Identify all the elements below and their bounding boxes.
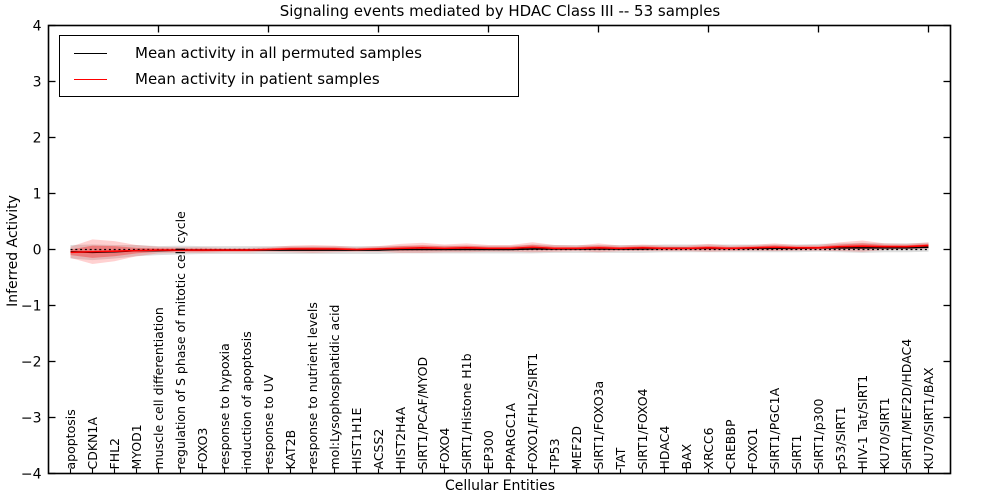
legend: Mean activity in all permuted samples Me…	[59, 35, 519, 97]
x-category-label: HIST2H4A	[393, 407, 408, 470]
y-tick-label: 1	[33, 187, 42, 203]
x-category-label: FOXO3	[195, 428, 210, 470]
x-category-label: SIRT1/p300	[811, 398, 826, 469]
x-category-label: SIRT1/MEF2D/HDAC4	[899, 339, 914, 470]
x-category-label: response to hypoxia	[217, 343, 232, 469]
x-category-label: MEF2D	[569, 426, 584, 469]
x-category-label: response to UV	[261, 374, 276, 469]
x-category-label: p53/SIRT1	[833, 406, 848, 469]
legend-label-patient: Mean activity in patient samples	[135, 70, 380, 88]
legend-item-permuted: Mean activity in all permuted samples	[68, 40, 510, 66]
x-category-label: EP300	[481, 430, 496, 469]
x-category-label: BAX	[679, 443, 694, 469]
legend-label-permuted: Mean activity in all permuted samples	[135, 44, 422, 62]
patient-mean-line	[70, 244, 929, 254]
x-category-label: KAT2B	[283, 430, 298, 470]
x-category-label: FHL2	[107, 438, 122, 470]
x-category-label: induction of apoptosis	[239, 331, 254, 469]
y-tick-label: 4	[33, 19, 42, 35]
x-category-label: HIV-1 Tat/SIRT1	[855, 375, 870, 470]
x-category-label: SIRT1/Histone H1b	[459, 353, 474, 469]
y-tick-label: 2	[33, 131, 42, 147]
x-category-label: apoptosis	[63, 409, 78, 469]
y-tick-label: −3	[21, 411, 42, 427]
x-category-label: regulation of S phase of mitotic cell cy…	[173, 211, 188, 470]
x-category-label: mol:Lysophosphatidic acid	[327, 305, 342, 470]
x-category-label: FOXO4	[437, 428, 452, 470]
permuted-line-swatch	[74, 52, 107, 54]
x-category-label: HDAC4	[657, 426, 672, 470]
x-category-label: SIRT1/PGC1A	[767, 387, 782, 469]
x-category-label: SIRT1	[789, 435, 804, 470]
x-category-label: MYOD1	[129, 424, 144, 469]
x-category-label: TAT	[613, 447, 628, 470]
x-category-label: FOXO1/FHL2/SIRT1	[525, 353, 540, 470]
x-category-label: CREBBP	[723, 419, 738, 469]
x-category-label: KU70/SIRT1/BAX	[921, 367, 936, 469]
x-category-label: SIRT1/FOXO3a	[591, 381, 606, 470]
x-category-label: muscle cell differentiation	[151, 307, 166, 469]
x-category-label: PPARGC1A	[503, 403, 518, 470]
patient-band-outer	[70, 239, 929, 265]
y-tick-label: 3	[33, 75, 42, 91]
chart-title: Signaling events mediated by HDAC Class …	[279, 2, 721, 20]
x-category-label: ACSS2	[371, 429, 386, 470]
x-axis-label: Cellular Entities	[444, 478, 556, 494]
y-tick-label: −4	[21, 467, 42, 483]
x-category-label: CDKN1A	[85, 417, 100, 470]
y-tick-label: −1	[21, 299, 42, 315]
x-category-label: KU70/SIRT1	[877, 397, 892, 469]
x-category-label: response to nutrient levels	[305, 302, 320, 469]
x-category-label: SIRT1/PCAF/MYOD	[415, 357, 430, 470]
permuted-band	[70, 242, 929, 261]
x-category-label: HIST1H1E	[349, 408, 364, 470]
patient-band-inner	[70, 243, 929, 258]
x-category-label: SIRT1/FOXO4	[635, 388, 650, 469]
x-category-label: FOXO1	[745, 428, 760, 470]
x-category-label: XRCC6	[701, 427, 716, 469]
x-category-label: TP53	[547, 438, 562, 470]
patient-line-swatch	[74, 78, 107, 80]
y-tick-label: 0	[33, 243, 42, 259]
legend-item-patient: Mean activity in patient samples	[68, 66, 510, 92]
y-tick-label: −2	[21, 355, 42, 371]
